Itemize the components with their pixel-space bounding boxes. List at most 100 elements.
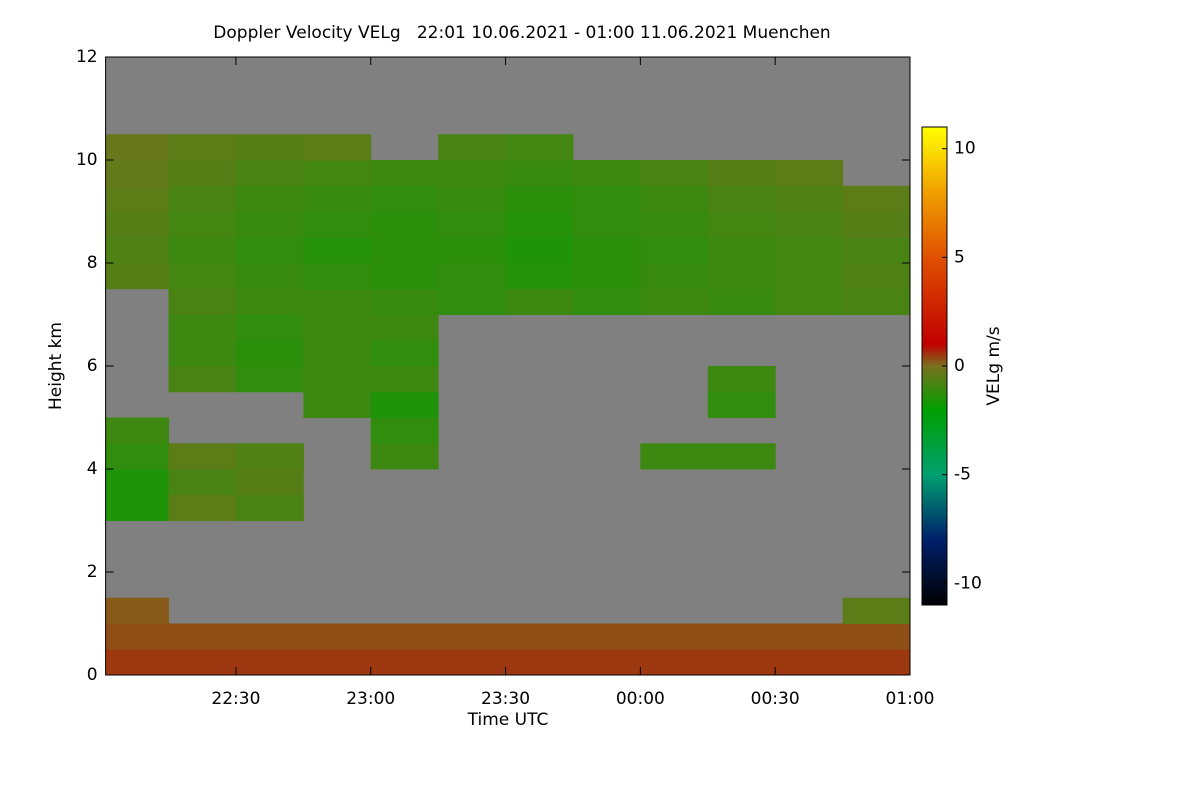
heatmap-cell [707,623,776,650]
heatmap-cell [505,185,574,212]
heatmap-cell [775,263,844,290]
heatmap-cell [105,649,170,676]
x-tick-label: 23:00 [346,689,395,709]
heatmap-cell [438,288,507,315]
heatmap-cell [168,288,237,315]
heatmap-cell [303,288,372,315]
heatmap-cell [105,417,170,444]
heatmap-cell [707,443,776,470]
heatmap-cell [370,288,439,315]
x-tick-label: 00:00 [616,689,665,709]
heatmap-cell [235,237,304,264]
heatmap-cell [707,263,776,290]
heatmap-cell [370,366,439,393]
heatmap-cell [370,160,439,187]
heatmap-cell [370,340,439,367]
colorbar-tick-label: 5 [954,247,965,267]
heatmap-cell [303,263,372,290]
heatmap-cell [235,623,304,650]
heatmap-cell [438,160,507,187]
heatmap-cell [505,623,574,650]
heatmap-cell [105,134,170,161]
y-tick-label: 4 [87,459,98,479]
heatmap-cell [168,649,237,676]
heatmap-cell [707,366,776,393]
heatmap-cell [572,160,641,187]
heatmap-cell [303,340,372,367]
heatmap-cell [105,623,170,650]
heatmap-cell [572,211,641,238]
chart-title: Doppler Velocity VELg 22:01 10.06.2021 -… [213,23,830,43]
heatmap-cell [707,391,776,418]
heatmap-cell [842,597,911,624]
heatmap-cell [505,211,574,238]
heatmap-cell [303,211,372,238]
heatmap-cell [707,649,776,676]
heatmap-cell [303,649,372,676]
heatmap-cell [842,185,911,212]
heatmap-cell [640,211,709,238]
heatmap-cell [438,211,507,238]
heatmap-cell [235,366,304,393]
y-axis-label: Height km [46,322,66,410]
heatmap-cell [105,263,170,290]
heatmap-cell [303,366,372,393]
heatmap-cell [505,263,574,290]
heatmap-cell [775,649,844,676]
heatmap-cell [370,237,439,264]
heatmap-cell [303,623,372,650]
heatmap-cell [640,263,709,290]
heatmap-cell [235,185,304,212]
heatmap-cell [168,494,237,521]
x-tick-label: 00:30 [751,689,800,709]
x-tick-label: 23:30 [481,689,530,709]
heatmap-cell [168,160,237,187]
heatmap-cell [370,623,439,650]
heatmap-cell [168,211,237,238]
heatmap-cell [168,443,237,470]
heatmap-cell [707,185,776,212]
heatmap-cell [168,314,237,341]
heatmap-cell [842,623,911,650]
heatmap-cell [842,237,911,264]
heatmap-cell [235,211,304,238]
heatmap-cell [505,649,574,676]
heatmap-cell [707,237,776,264]
heatmap-cell [775,237,844,264]
heatmap-cell [640,443,709,470]
heatmap-cell [505,134,574,161]
heatmap-cell [572,288,641,315]
heatmap-cell [303,314,372,341]
heatmap-cell [505,288,574,315]
heatmap-cell [235,494,304,521]
x-tick-label: 01:00 [886,689,935,709]
heatmap-cell [105,185,170,212]
heatmap-cell [438,623,507,650]
heatmap-cell [168,237,237,264]
heatmap-cell [842,288,911,315]
heatmap-cell [370,443,439,470]
x-tick-label: 22:30 [211,689,260,709]
heatmap-cell [370,391,439,418]
heatmap-cell [105,211,170,238]
heatmap-cell [235,160,304,187]
heatmap-cell [235,263,304,290]
heatmap-cell [775,160,844,187]
heatmap-cell [235,314,304,341]
heatmap-cell [505,160,574,187]
y-tick-label: 10 [76,150,98,170]
heatmap-cell [235,649,304,676]
heatmap-cell [640,237,709,264]
heatmap-cell [235,443,304,470]
heatmap-cell [370,185,439,212]
heatmap-cell [640,623,709,650]
y-tick-label: 8 [87,253,98,273]
heatmap-cell [168,469,237,496]
heatmap-cell [842,211,911,238]
heatmap-cell [438,185,507,212]
heatmap-cell [640,185,709,212]
heatmap-cell [105,443,170,470]
y-tick-label: 12 [76,47,98,67]
heatmap-cell [303,160,372,187]
